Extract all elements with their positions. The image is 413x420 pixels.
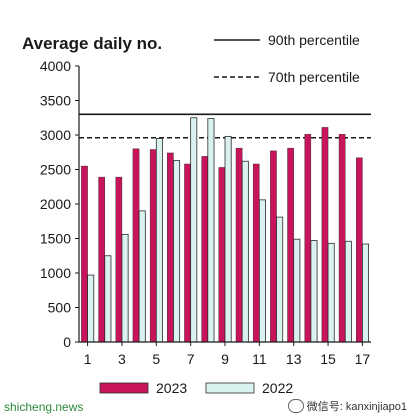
y-tick-label-500: 500: [48, 300, 72, 316]
bar-2023-14: [304, 134, 312, 343]
x-tick-label-7: 7: [187, 351, 195, 367]
bar-2023-3: [115, 176, 123, 343]
bar-2023-6: [167, 152, 174, 343]
bar-2022-12: [276, 216, 284, 343]
bar-2022-7: [190, 117, 198, 343]
bar-2023-13: [287, 147, 294, 343]
y-tick-label-0: 0: [63, 334, 71, 350]
bar-2023-10: [235, 147, 243, 343]
bar-2022-8: [207, 118, 215, 343]
bar-2022-1: [87, 274, 95, 343]
y-tick-label-3000: 3000: [40, 127, 71, 143]
chart-title: Average daily no.: [22, 34, 162, 53]
bar-2023-9: [218, 167, 226, 343]
bar-2022-9: [224, 135, 232, 343]
bar-2022-11: [258, 199, 266, 343]
watermark-right-text: 微信号: kanxinjiapo1: [306, 401, 407, 413]
legend-label-2022: 2022: [262, 380, 293, 396]
bar-2023-11: [252, 163, 260, 343]
y-tick-label-2000: 2000: [40, 196, 71, 212]
legend-swatch-2022: [205, 382, 255, 394]
bar-2023-7: [184, 163, 191, 343]
bar-2023-12: [270, 150, 277, 343]
bar-2023-1: [81, 165, 88, 343]
bar-2022-3: [121, 233, 129, 343]
x-tick-label-11: 11: [252, 351, 267, 367]
watermark-left: shicheng.news: [4, 400, 84, 414]
bar-2022-13: [293, 238, 301, 343]
legend-label-2023: 2023: [156, 380, 187, 396]
bar-2023-16: [338, 134, 346, 343]
x-tick-label-13: 13: [286, 351, 302, 367]
bar-2022-14: [310, 240, 318, 343]
bars: [81, 117, 370, 343]
y-tick-label-4000: 4000: [40, 58, 71, 74]
y-tick-label-2500: 2500: [40, 162, 71, 178]
wechat-icon: [287, 399, 304, 413]
y-tick-label-1000: 1000: [40, 265, 71, 281]
bar-2023-2: [98, 176, 105, 343]
x-tick-label-3: 3: [118, 351, 126, 367]
bar-2023-5: [149, 149, 157, 343]
x-tick-label-9: 9: [221, 351, 229, 367]
bar-2023-8: [201, 156, 209, 343]
watermark-right: 微信号: kanxinjiapo1: [287, 398, 407, 414]
bar-2022-5: [155, 138, 163, 343]
bar-2022-10: [241, 160, 249, 343]
bar-2023-17: [356, 157, 363, 343]
x-tick-label-1: 1: [84, 351, 92, 367]
bar-2022-17: [362, 243, 370, 343]
x-tick-label-17: 17: [355, 351, 371, 367]
legend-swatch-2023: [99, 382, 149, 394]
y-tick-label-1500: 1500: [40, 231, 71, 247]
x-tick-label-5: 5: [152, 351, 160, 367]
bar-2022-15: [327, 242, 335, 343]
reference-legend-label-90th: 90th percentile: [268, 32, 360, 48]
reference-legend-label-70th: 70th percentile: [268, 69, 360, 85]
x-tick-label-15: 15: [320, 351, 336, 367]
bar-2023-15: [321, 127, 329, 343]
bar-2022-2: [104, 255, 112, 343]
bar-2023-4: [132, 148, 140, 343]
legend: 2023 2022: [99, 380, 293, 396]
bar-2022-4: [138, 210, 146, 343]
y-tick-label-3500: 3500: [40, 93, 71, 109]
bar-2022-6: [173, 160, 181, 343]
bar-2022-16: [344, 240, 352, 343]
